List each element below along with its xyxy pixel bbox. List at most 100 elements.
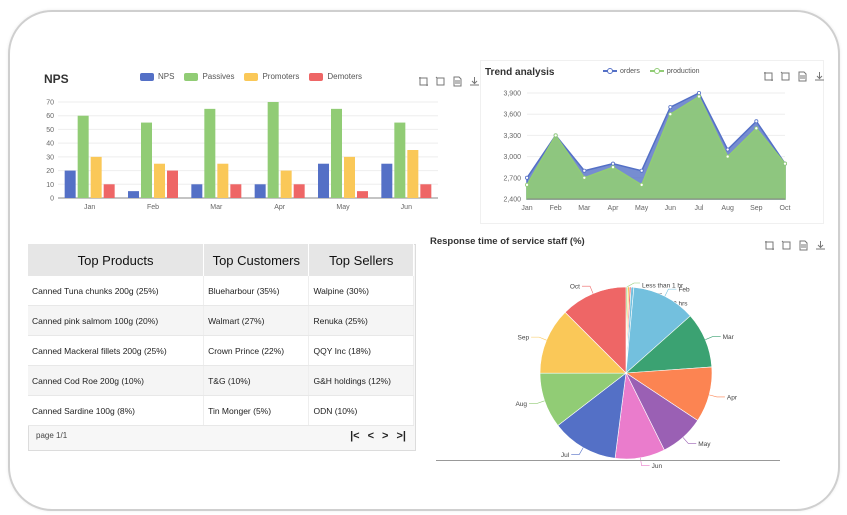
pie-slice-sep[interactable] — [539, 311, 627, 374]
point-production[interactable] — [639, 182, 644, 187]
data-view-icon[interactable] — [797, 69, 808, 82]
legend-swatch — [649, 67, 664, 75]
trend-panel: Trend analysis orders production 2,400 2,7… — [480, 60, 824, 224]
table-row[interactable]: Canned pink salmom 100g (20%) Walmart (27… — [28, 305, 414, 336]
point-production[interactable] — [582, 175, 587, 180]
legend-label: Passives — [202, 72, 235, 81]
bar-demoters[interactable] — [293, 184, 305, 198]
table-row[interactable]: Canned Cod Roe 200g (10%) T&G (10%) G&H ho… — [28, 365, 414, 396]
legend-item-nps[interactable]: NPS — [140, 72, 174, 81]
pie-baseline — [436, 460, 780, 461]
data-view-icon[interactable] — [452, 74, 463, 87]
header-top-products[interactable]: Top Products — [28, 244, 205, 276]
download-icon[interactable] — [814, 69, 825, 81]
restore-icon[interactable] — [781, 238, 792, 250]
bar-promoters[interactable] — [90, 156, 102, 198]
bar-promoters[interactable] — [407, 150, 419, 198]
trend-legend: orders production — [603, 67, 710, 75]
pie-label: Jul — [561, 452, 570, 459]
bar-passives[interactable] — [77, 115, 89, 198]
bar-nps[interactable] — [381, 163, 393, 198]
point-orders[interactable] — [754, 119, 759, 124]
prev-page-button[interactable]: < — [367, 429, 375, 442]
point-production[interactable] — [668, 112, 673, 117]
x-tick-label: Sep — [750, 205, 763, 212]
point-production[interactable] — [553, 133, 558, 138]
bar-promoters[interactable] — [280, 170, 292, 198]
pie-label: May — [698, 441, 711, 448]
bar-promoters[interactable] — [154, 163, 165, 198]
bar-nps[interactable] — [64, 170, 76, 198]
trend-title: Trend analysis — [485, 67, 555, 78]
header-top-sellers[interactable]: Top Sellers — [308, 244, 414, 276]
point-production[interactable] — [782, 161, 787, 166]
bar-nps[interactable] — [128, 191, 139, 198]
next-page-button[interactable]: > — [382, 429, 389, 442]
crop-icon[interactable] — [764, 238, 775, 250]
response-toolbox — [764, 238, 826, 251]
legend-item-orders[interactable]: orders — [603, 67, 640, 75]
bar-passives[interactable] — [267, 102, 279, 198]
table-row[interactable]: Canned Mackeral fillets 200g (25%) Crown … — [28, 335, 414, 366]
x-tick-label: Jun — [401, 204, 412, 211]
crop-icon[interactable] — [763, 69, 774, 81]
bar-demoters[interactable] — [167, 170, 178, 198]
legend-item-demoters[interactable]: Demoters — [309, 72, 362, 81]
label-line — [705, 336, 721, 340]
point-orders[interactable] — [525, 175, 530, 180]
trend-toolbox — [763, 69, 825, 82]
cell-customer: Tin Monger (5%) — [203, 395, 310, 426]
point-production[interactable] — [754, 126, 759, 131]
legend-item-promoters[interactable]: Promoters — [244, 72, 299, 81]
point-orders[interactable] — [725, 147, 730, 152]
pie-slice-oct[interactable] — [564, 286, 627, 374]
legend-item-passives[interactable]: Passives — [184, 72, 234, 81]
bar-demoters[interactable] — [103, 184, 115, 198]
bar-promoters[interactable] — [217, 163, 229, 198]
point-production[interactable] — [611, 165, 616, 170]
first-page-button[interactable]: |< — [350, 429, 360, 442]
bar-nps[interactable] — [318, 163, 329, 198]
pie-slice-feb[interactable] — [625, 287, 691, 374]
bar-demoters[interactable] — [420, 184, 432, 198]
y-tick-label: 50 — [46, 127, 54, 134]
data-view-icon[interactable] — [798, 238, 809, 251]
bar-nps[interactable] — [254, 184, 266, 198]
restore-icon[interactable] — [780, 69, 791, 81]
point-orders[interactable] — [639, 168, 644, 173]
pie-slice-jul[interactable] — [557, 372, 627, 459]
legend-item-production[interactable]: production — [649, 67, 700, 75]
crop-icon[interactable] — [418, 74, 429, 86]
x-tick-label: Mar — [578, 205, 591, 212]
bar-promoters[interactable] — [344, 156, 355, 198]
download-icon[interactable] — [815, 238, 826, 250]
point-orders[interactable] — [582, 168, 587, 173]
point-orders[interactable] — [611, 161, 616, 166]
table-row[interactable]: Canned Tuna chunks 200g (25%) Blueharbour… — [28, 276, 414, 306]
last-page-button[interactable]: >| — [396, 429, 406, 442]
bar-nps[interactable] — [191, 184, 203, 198]
legend-label: production — [666, 67, 700, 75]
legend-swatch — [603, 67, 617, 75]
bar-demoters[interactable] — [230, 184, 242, 198]
bar-passives[interactable] — [141, 122, 152, 198]
y-tick-label: 0 — [50, 196, 54, 203]
restore-icon[interactable] — [435, 74, 446, 86]
y-tick-label: 3,300 — [503, 133, 521, 140]
point-production[interactable] — [725, 154, 730, 159]
bar-passives[interactable] — [394, 122, 406, 198]
point-orders[interactable] — [696, 90, 701, 95]
bar-passives[interactable] — [204, 108, 216, 198]
header-top-customers[interactable]: Top Customers — [203, 244, 310, 276]
point-production[interactable] — [696, 94, 701, 99]
cell-seller: Renuka (25%) — [308, 305, 414, 336]
bar-passives[interactable] — [331, 108, 342, 198]
point-production[interactable] — [525, 182, 530, 187]
bar-demoters[interactable] — [357, 191, 368, 198]
y-tick-label: 30 — [46, 154, 54, 161]
table-row[interactable]: Canned Sardine 100g (8%) Tin Monger (5%) O… — [28, 395, 414, 426]
y-tick-label: 2,400 — [503, 197, 521, 204]
pie-label: Feb — [678, 287, 690, 294]
download-icon[interactable] — [469, 74, 480, 86]
point-orders[interactable] — [668, 105, 673, 110]
